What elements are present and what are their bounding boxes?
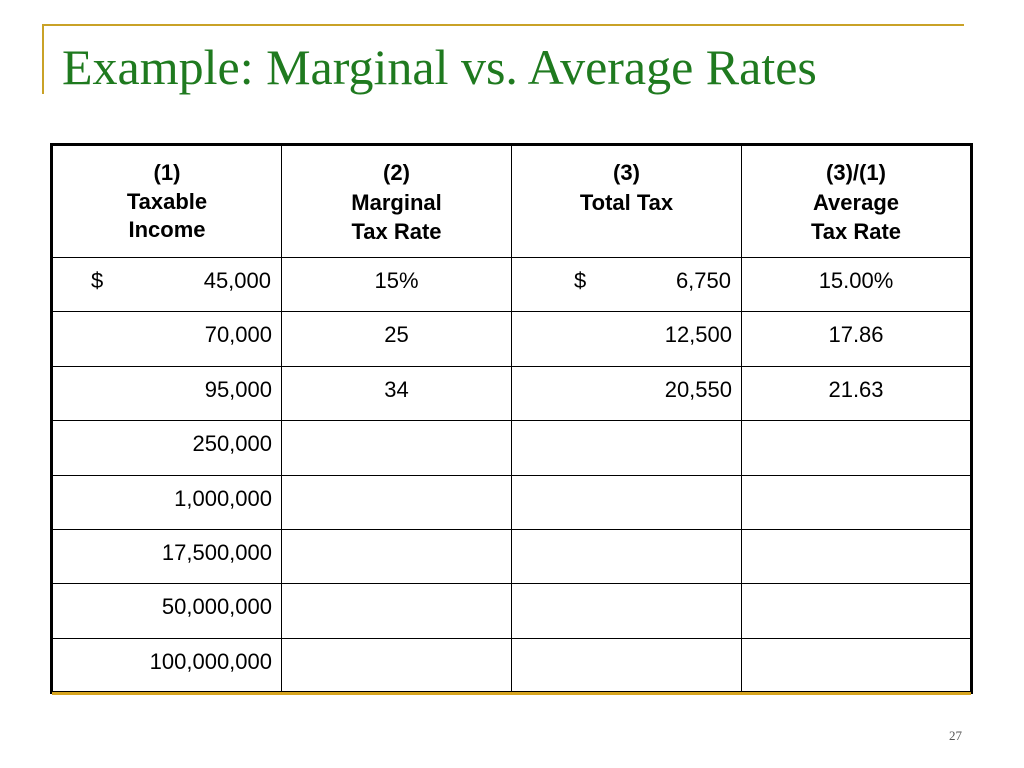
tax-rates-table: (1) Taxable Income (2) Marginal Tax Rate… bbox=[50, 143, 973, 694]
cell-marginal-rate bbox=[281, 420, 512, 476]
header-label: Tax Rate bbox=[810, 219, 902, 245]
total-tax-value: 6,750 bbox=[675, 268, 731, 293]
cell-average-rate: 21.63 bbox=[741, 365, 972, 422]
table-row: 70,000 25 12,500 17.86 bbox=[51, 311, 972, 367]
header-total-tax: (3) Total Tax bbox=[511, 144, 742, 258]
header-label: Taxable Income bbox=[126, 188, 208, 243]
cell-total-tax bbox=[511, 637, 742, 694]
cell-average-rate bbox=[741, 420, 972, 476]
table-row: 95,000 34 20,550 21.63 bbox=[51, 365, 972, 422]
cell-marginal-rate bbox=[281, 528, 512, 585]
cell-total-tax: 20,550 bbox=[511, 365, 742, 422]
decorative-bottom-accent bbox=[52, 692, 971, 695]
table-row: 1,000,000 bbox=[51, 474, 972, 530]
header-number: (3) bbox=[613, 160, 640, 185]
cell-total-tax bbox=[511, 420, 742, 476]
cell-taxable-income: $ 45,000 bbox=[51, 256, 282, 313]
cell-average-rate: 15.00% bbox=[741, 256, 972, 313]
slide-title: Example: Marginal vs. Average Rates bbox=[62, 39, 817, 95]
cell-marginal-rate bbox=[281, 474, 512, 530]
cell-marginal-rate: 34 bbox=[281, 365, 512, 422]
cell-taxable-income: 70,000 bbox=[51, 311, 282, 367]
page-number: 27 bbox=[949, 728, 962, 743]
income-value: 45,000 bbox=[203, 268, 271, 293]
cell-marginal-rate bbox=[281, 583, 512, 639]
cell-total-tax: 12,500 bbox=[511, 311, 742, 367]
header-number: (3)/(1) bbox=[826, 160, 886, 185]
header-label: Marginal bbox=[351, 189, 442, 215]
header-taxable-income: (1) Taxable Income bbox=[51, 144, 282, 258]
cell-average-rate bbox=[741, 637, 972, 694]
cell-taxable-income: 95,000 bbox=[51, 365, 282, 422]
cell-taxable-income: 17,500,000 bbox=[51, 528, 282, 585]
decorative-frame-top bbox=[42, 24, 964, 26]
header-label: Average bbox=[812, 189, 899, 215]
cell-marginal-rate: 15% bbox=[281, 256, 512, 313]
decorative-frame-left bbox=[42, 24, 44, 94]
cell-marginal-rate: 25 bbox=[281, 311, 512, 367]
cell-taxable-income: 50,000,000 bbox=[51, 583, 282, 639]
cell-total-tax: $ 6,750 bbox=[511, 256, 742, 313]
cell-taxable-income: 100,000,000 bbox=[51, 637, 282, 694]
table-row: $ 45,000 15% $ 6,750 15.00% bbox=[51, 256, 972, 313]
currency-symbol: $ bbox=[91, 268, 104, 293]
cell-total-tax bbox=[511, 583, 742, 639]
cell-total-tax bbox=[511, 528, 742, 585]
cell-average-rate bbox=[741, 528, 972, 585]
currency-symbol: $ bbox=[574, 268, 587, 293]
table-row: 50,000,000 bbox=[51, 583, 972, 639]
table-container: (1) Taxable Income (2) Marginal Tax Rate… bbox=[50, 143, 973, 694]
cell-taxable-income: 250,000 bbox=[51, 420, 282, 476]
table-header-row: (1) Taxable Income (2) Marginal Tax Rate… bbox=[51, 144, 972, 258]
cell-marginal-rate bbox=[281, 637, 512, 694]
header-label: Total Tax bbox=[579, 189, 674, 215]
header-number: (1) bbox=[153, 160, 181, 185]
table-row: 17,500,000 bbox=[51, 528, 972, 585]
header-label: Tax Rate bbox=[351, 219, 442, 245]
cell-total-tax bbox=[511, 474, 742, 530]
header-number: (2) bbox=[383, 160, 410, 185]
cell-taxable-income: 1,000,000 bbox=[51, 474, 282, 530]
table-row: 100,000,000 bbox=[51, 637, 972, 694]
header-average-tax-rate: (3)/(1) Average Tax Rate bbox=[741, 144, 972, 258]
header-marginal-tax-rate: (2) Marginal Tax Rate bbox=[281, 144, 512, 258]
cell-average-rate: 17.86 bbox=[741, 311, 972, 367]
cell-average-rate bbox=[741, 474, 972, 530]
cell-average-rate bbox=[741, 583, 972, 639]
table-row: 250,000 bbox=[51, 420, 972, 476]
